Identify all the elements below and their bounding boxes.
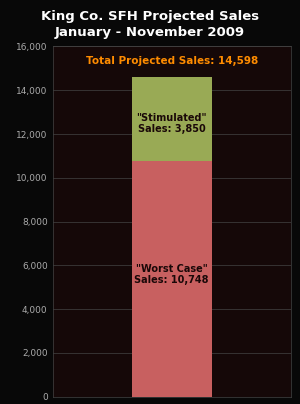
Text: January - November 2009: January - November 2009 bbox=[55, 26, 245, 39]
Text: Total Projected Sales: 14,598: Total Projected Sales: 14,598 bbox=[85, 56, 258, 66]
Bar bbox=[132, 77, 212, 162]
Bar bbox=[132, 162, 212, 397]
Text: King Co. SFH Projected Sales: King Co. SFH Projected Sales bbox=[41, 10, 259, 23]
Text: "Worst Case"
Sales: 10,748: "Worst Case" Sales: 10,748 bbox=[134, 263, 209, 285]
Text: "Stimulated"
Sales: 3,850: "Stimulated" Sales: 3,850 bbox=[136, 113, 207, 134]
